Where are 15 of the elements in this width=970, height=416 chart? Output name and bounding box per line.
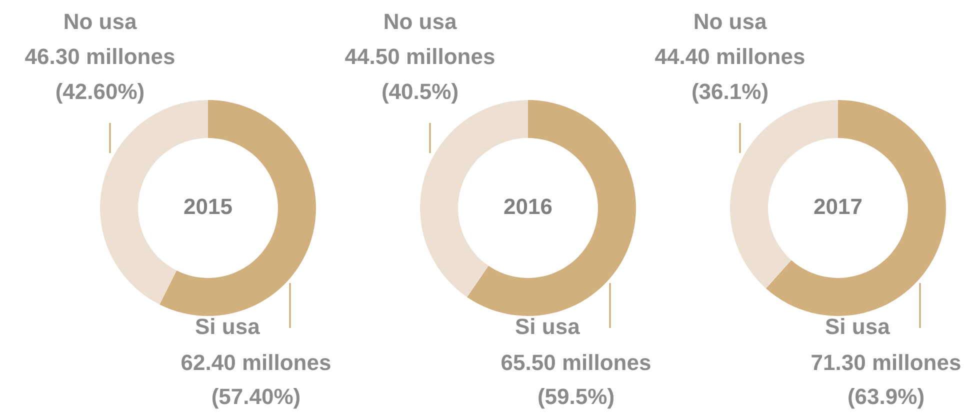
data-label: 71.30 millones (63.9%) <box>810 350 962 410</box>
data-label: 62.40 millones (57.40%) <box>180 350 332 410</box>
data-label: 46.30 millones (42.60%) <box>24 44 176 104</box>
slice-label: No usa <box>383 9 458 34</box>
data-label: 44.40 millones (36.1%) <box>654 44 806 104</box>
text: 2015 <box>184 194 232 220</box>
text: 2016 <box>504 194 552 220</box>
data-label: 65.50 millones (59.5%) <box>500 350 652 410</box>
slice-label: Si usa <box>825 314 891 340</box>
slice-label: No usa <box>63 9 138 34</box>
slice-label: Si usa <box>515 314 581 340</box>
text: 2017 <box>814 194 862 220</box>
slice-label: No usa <box>693 9 768 34</box>
slice-label: Si usa <box>195 314 261 340</box>
data-label: 44.50 millones (40.5%) <box>344 44 496 104</box>
